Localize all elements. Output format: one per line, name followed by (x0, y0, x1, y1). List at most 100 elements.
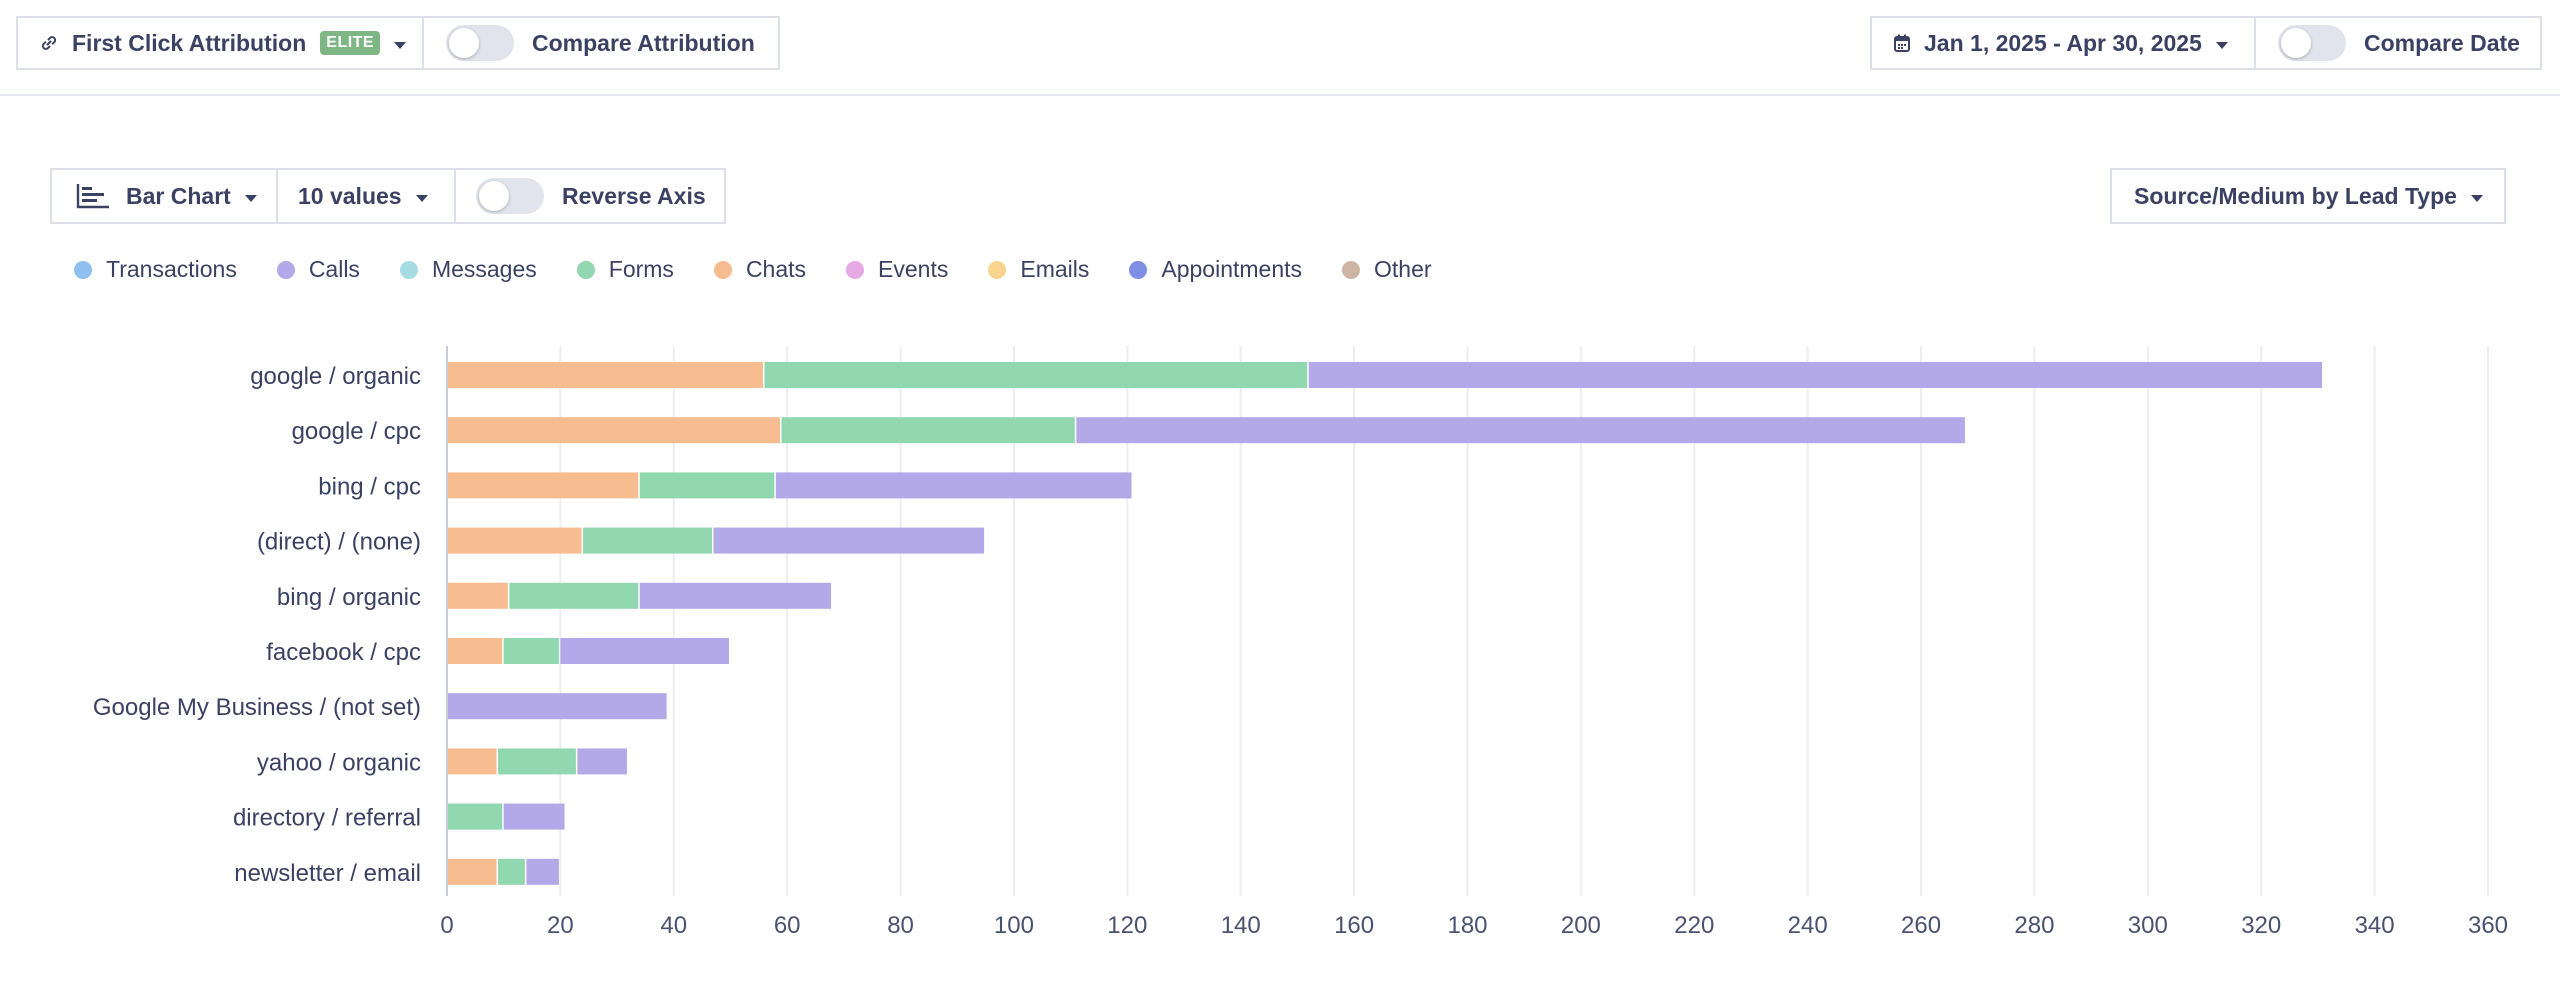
bar-segment-forms[interactable] (498, 858, 525, 885)
compare-date-toggle-group[interactable]: Compare Date (2254, 16, 2542, 70)
x-tick-label: 20 (547, 912, 574, 939)
chart-legend: Transactions Calls Messages Forms Chats … (74, 256, 1472, 283)
bar-segment-chats[interactable] (447, 748, 497, 775)
bar-segment-calls[interactable] (447, 693, 667, 720)
chevron-down-icon (2470, 194, 2483, 202)
bar-segment-chats[interactable] (447, 582, 508, 609)
bar-segment-forms[interactable] (639, 472, 775, 499)
bar-segment-chats[interactable] (447, 417, 780, 444)
link-icon (40, 34, 58, 52)
x-tick-label: 340 (2355, 912, 2395, 939)
bar-segment-calls[interactable] (526, 858, 559, 885)
x-tick-label: 80 (887, 912, 914, 939)
bar-segment-chats[interactable] (447, 472, 639, 499)
bar-segment-calls[interactable] (577, 748, 627, 775)
x-tick-label: 140 (1221, 912, 1261, 939)
compare-date-toggle[interactable] (2278, 25, 2346, 61)
legend-item-transactions[interactable]: Transactions (74, 256, 237, 283)
bar-segment-forms[interactable] (583, 527, 712, 554)
chart-type-dropdown[interactable]: Bar Chart (50, 168, 278, 224)
compare-attribution-toggle[interactable] (446, 25, 514, 61)
x-tick-label: 120 (1107, 912, 1147, 939)
values-count-label: 10 values (298, 182, 402, 209)
legend-dot (1129, 260, 1148, 279)
chart-type-label: Bar Chart (126, 182, 231, 209)
chevron-down-icon (415, 194, 428, 202)
legend-label: Events (878, 256, 949, 282)
compare-attribution-label: Compare Attribution (532, 29, 755, 56)
legend-item-messages[interactable]: Messages (399, 256, 537, 283)
bar-segment-calls[interactable] (1076, 417, 1965, 444)
bar-chart-icon (76, 183, 110, 209)
legend-label: Other (1374, 256, 1432, 282)
grouping-dropdown[interactable]: Source/Medium by Lead Type (2110, 168, 2506, 224)
bar-segment-forms[interactable] (509, 582, 639, 609)
legend-label: Appointments (1161, 256, 1303, 282)
values-count-dropdown[interactable]: 10 values (276, 168, 456, 224)
x-tick-label: 360 (2468, 912, 2508, 939)
bar-segment-calls[interactable] (713, 527, 985, 554)
bar-segment-calls[interactable] (775, 472, 1132, 499)
date-range-dropdown[interactable]: Jan 1, 2025 - Apr 30, 2025 (1870, 16, 2256, 70)
reverse-axis-toggle[interactable] (476, 178, 544, 214)
elite-badge: ELITE (320, 31, 381, 55)
bar-segment-calls[interactable] (639, 582, 832, 609)
legend-item-forms[interactable]: Forms (576, 256, 674, 283)
calendar-icon (1894, 34, 1910, 52)
bar-segment-chats[interactable] (447, 638, 503, 664)
bar-segment-calls[interactable] (560, 638, 729, 664)
legend-dot (576, 260, 595, 279)
category-label: google / organic (250, 363, 421, 390)
x-tick-label: 280 (2014, 912, 2054, 939)
category-label: facebook / cpc (266, 639, 421, 666)
legend-dot (399, 260, 418, 279)
compare-attribution-toggle-group[interactable]: Compare Attribution (422, 16, 780, 70)
bar-segment-forms[interactable] (447, 803, 503, 830)
reverse-axis-toggle-group[interactable]: Reverse Axis (454, 168, 726, 224)
legend-dot (74, 260, 92, 279)
x-tick-label: 40 (660, 912, 687, 939)
bar-segment-chats[interactable] (447, 362, 763, 388)
category-label: (direct) / (none) (257, 529, 421, 556)
legend-item-other[interactable]: Other (1342, 256, 1432, 283)
bar-segment-forms[interactable] (498, 748, 576, 775)
x-tick-label: 180 (1447, 912, 1487, 939)
reverse-axis-label: Reverse Axis (562, 182, 706, 209)
legend-label: Forms (608, 256, 674, 282)
bar-segment-chats[interactable] (447, 858, 497, 885)
bar-segment-forms[interactable] (764, 362, 1308, 388)
bar-segment-calls[interactable] (503, 803, 565, 830)
legend-item-emails[interactable]: Emails (988, 256, 1089, 283)
x-tick-label: 200 (1561, 912, 1601, 939)
legend-item-appointments[interactable]: Appointments (1129, 256, 1302, 283)
chevron-down-icon (394, 41, 407, 49)
x-tick-label: 100 (994, 912, 1034, 939)
category-label: newsletter / email (234, 860, 421, 887)
category-label: Google My Business / (not set) (93, 694, 421, 721)
legend-dot (988, 260, 1007, 279)
x-tick-label: 0 (440, 912, 453, 939)
legend-dot (276, 260, 295, 279)
legend-label: Emails (1020, 256, 1090, 282)
x-tick-label: 60 (774, 912, 801, 939)
legend-item-chats[interactable]: Chats (713, 256, 807, 283)
legend-label: Calls (308, 256, 360, 282)
bar-segment-calls[interactable] (1308, 362, 2323, 388)
legend-dot (1342, 260, 1361, 279)
legend-label: Messages (431, 256, 537, 282)
category-label: google / cpc (292, 418, 421, 445)
legend-dot (846, 260, 865, 279)
bar-segment-chats[interactable] (447, 527, 582, 554)
legend-item-events[interactable]: Events (846, 256, 948, 283)
legend-item-calls[interactable]: Calls (276, 256, 360, 283)
bar-segment-forms[interactable] (503, 638, 559, 664)
category-label: directory / referral (233, 805, 421, 832)
x-tick-label: 260 (1901, 912, 1941, 939)
category-label: bing / cpc (318, 473, 421, 500)
x-tick-label: 240 (1788, 912, 1828, 939)
legend-label: Chats (745, 256, 807, 282)
attribution-dropdown[interactable]: First Click Attribution ELITE (16, 16, 424, 70)
bar-segment-forms[interactable] (781, 417, 1075, 444)
chevron-down-icon (2215, 41, 2228, 49)
